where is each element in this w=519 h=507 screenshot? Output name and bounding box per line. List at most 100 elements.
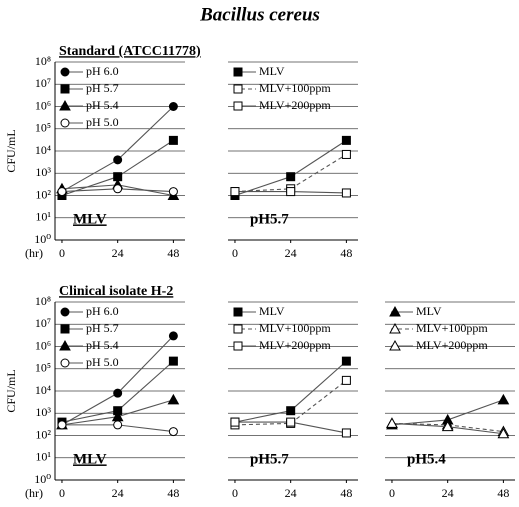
legend-label: MLV+100ppm (259, 321, 331, 335)
legend-marker (60, 324, 70, 334)
marker (441, 420, 454, 432)
marker (57, 420, 67, 430)
marker (286, 172, 296, 182)
marker (341, 428, 351, 438)
marker (341, 135, 351, 145)
x-tick-label: 48 (167, 246, 179, 260)
marker (341, 375, 351, 385)
y-tick-label: 10⁸ (35, 54, 51, 68)
y-tick-label: 10¹ (35, 210, 51, 224)
y-tick-label: 10³ (35, 405, 51, 419)
panel: 10⁰ 10¹ 10² 10³ 10⁴ 10⁵ 10⁶ 10⁷ 10⁸ CFU/mL (hr) 0 24… (4, 44, 201, 260)
marker (57, 187, 67, 197)
panel: 0 24 48 pH5.7 MLV MLV+100ppm MLV+200ppm (228, 301, 358, 500)
legend-label: MLV (259, 304, 285, 318)
marker (341, 188, 351, 198)
x-axis-label: (hr) (25, 486, 43, 500)
legend-marker (233, 101, 243, 111)
legend-label: pH 5.0 (86, 355, 119, 369)
y-tick-label: 10² (35, 427, 51, 441)
legend-marker (60, 67, 70, 77)
legend-marker (60, 84, 70, 94)
x-tick-label: 0 (232, 486, 238, 500)
marker (168, 427, 178, 437)
y-tick-label: 10⁶ (35, 98, 51, 112)
marker (286, 406, 296, 416)
marker (497, 393, 510, 405)
x-tick-label: 0 (59, 246, 65, 260)
y-tick-label: 10⁵ (35, 361, 51, 375)
y-tick-label: 10⁴ (35, 383, 51, 397)
legend-label: pH 6.0 (86, 64, 119, 78)
legend-marker (60, 118, 70, 128)
y-tick-label: 10⁰ (34, 232, 51, 246)
legend-marker (59, 339, 71, 351)
y-axis-label: CFU/mL (4, 129, 18, 172)
series-line (234, 153, 347, 193)
marker (341, 356, 351, 366)
legend-label: MLV+100ppm (416, 321, 488, 335)
y-tick-label: 10⁷ (35, 76, 51, 90)
legend-marker (233, 324, 243, 334)
legend-marker (389, 322, 401, 334)
y-tick-label: 10⁵ (35, 121, 51, 135)
legend-marker (233, 67, 243, 77)
x-tick-label: 24 (442, 486, 454, 500)
legend-label: pH 5.7 (86, 81, 119, 95)
x-tick-label: 48 (340, 246, 352, 260)
x-tick-label: 48 (497, 486, 509, 500)
marker (113, 388, 123, 398)
figure-title: Bacillus cereus (199, 4, 320, 25)
marker (113, 184, 123, 194)
panel: 10⁰ 10¹ 10² 10³ 10⁴ 10⁵ 10⁶ 10⁷ 10⁸ CFU/mL (hr) 0 24… (4, 284, 185, 500)
legend-label: MLV+200ppm (259, 98, 331, 112)
x-axis-label: (hr) (25, 246, 43, 260)
legend-label: MLV+100ppm (259, 81, 331, 95)
y-tick-label: 10⁶ (35, 338, 51, 352)
legend-marker (233, 84, 243, 94)
legend-marker (389, 305, 401, 317)
legend-marker (389, 339, 401, 351)
marker (168, 356, 178, 366)
marker (167, 393, 180, 405)
x-tick-label: 24 (285, 246, 297, 260)
marker (168, 187, 178, 197)
marker (497, 427, 510, 439)
panel-label: pH5.7 (250, 211, 289, 227)
marker (168, 331, 178, 341)
y-tick-label: 10⁰ (34, 472, 51, 486)
y-tick-label: 10⁴ (35, 143, 51, 157)
x-tick-label: 24 (112, 486, 124, 500)
marker (230, 417, 240, 427)
y-tick-label: 10² (35, 187, 51, 201)
legend-label: pH 5.0 (86, 115, 119, 129)
marker (286, 187, 296, 197)
x-tick-label: 0 (232, 246, 238, 260)
x-tick-label: 0 (59, 486, 65, 500)
legend-marker (233, 341, 243, 351)
marker (113, 420, 123, 430)
marker (286, 417, 296, 427)
series-line (391, 422, 504, 433)
panel-label: MLV (73, 211, 107, 227)
y-tick-label: 10³ (35, 165, 51, 179)
y-tick-label: 10¹ (35, 450, 51, 464)
panel-label: pH5.4 (407, 451, 446, 467)
section-title: Standard (ATCC11778) (59, 44, 201, 59)
x-tick-label: 0 (389, 486, 395, 500)
panel: 0 24 48 pH5.7 MLV MLV+100ppm MLV+200ppm (228, 61, 358, 260)
legend-marker (59, 99, 71, 111)
legend-label: pH 5.7 (86, 321, 119, 335)
marker (113, 155, 123, 165)
legend-label: MLV+200ppm (259, 338, 331, 352)
marker (168, 135, 178, 145)
marker (168, 102, 178, 111)
y-tick-label: 10⁷ (35, 316, 51, 330)
x-tick-label: 24 (112, 246, 124, 260)
legend-marker (60, 358, 70, 368)
panel: 0 24 48 pH5.4 MLV MLV+100ppm MLV+200ppm (385, 301, 515, 500)
y-axis-label: CFU/mL (4, 369, 18, 412)
section-title: Clinical isolate H-2 (59, 284, 173, 299)
legend-label: MLV (259, 64, 285, 78)
